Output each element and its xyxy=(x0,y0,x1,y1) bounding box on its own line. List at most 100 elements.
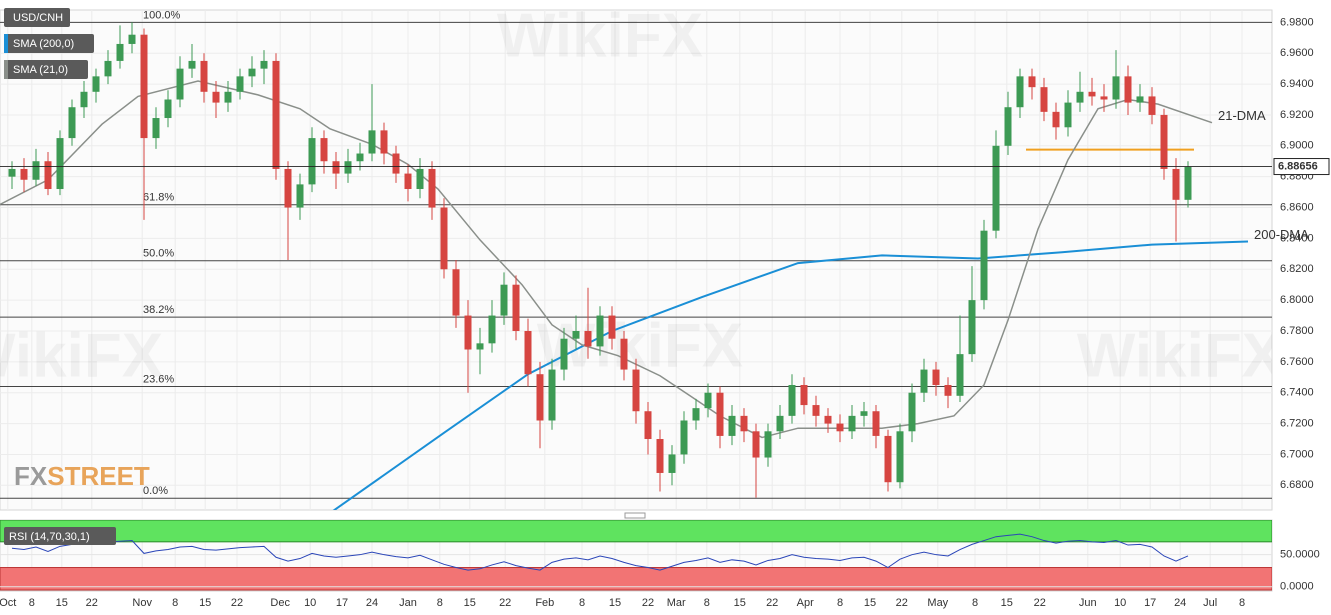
candle-body xyxy=(812,405,820,416)
x-tick-label: 24 xyxy=(1174,597,1186,609)
x-tick-label: 15 xyxy=(464,597,476,609)
candle-body xyxy=(668,454,676,473)
logo-part: STREET xyxy=(47,461,150,491)
candle-body xyxy=(428,168,436,208)
x-tick-label: Jun xyxy=(1079,597,1097,609)
legend-box xyxy=(4,60,88,79)
candle-body xyxy=(1172,168,1180,200)
candle-body xyxy=(80,91,88,108)
x-tick-label: 22 xyxy=(896,597,908,609)
candle-body xyxy=(488,315,496,344)
watermark: WikiFX xyxy=(1077,321,1283,390)
y-tick-label: 6.7400 xyxy=(1280,387,1314,399)
candle-body xyxy=(632,369,640,412)
candle-body xyxy=(260,60,268,69)
x-tick-label: 8 xyxy=(29,597,35,609)
logo-part: FX xyxy=(14,461,48,491)
y-tick-label: 6.9400 xyxy=(1280,78,1314,90)
candle-body xyxy=(968,300,976,355)
y-tick-label: 6.8600 xyxy=(1280,201,1314,213)
candle-body xyxy=(788,385,796,416)
candle-body xyxy=(992,145,1000,231)
candle-body xyxy=(1028,76,1036,88)
candle-body xyxy=(1088,91,1096,97)
candle-body xyxy=(332,161,340,174)
candle-body xyxy=(416,168,424,190)
x-tick-label: 8 xyxy=(437,597,443,609)
candle-body xyxy=(1184,166,1192,200)
x-tick-label: 8 xyxy=(172,597,178,609)
candle-body xyxy=(272,60,280,169)
candle-body xyxy=(692,408,700,421)
candle-body xyxy=(752,431,760,458)
rsi-tick-label: 0.0000 xyxy=(1280,581,1314,593)
x-tick-label: 10 xyxy=(304,597,316,609)
candle-body xyxy=(152,118,160,139)
y-tick-label: 6.6800 xyxy=(1280,479,1314,491)
candle-body xyxy=(956,354,964,396)
x-tick-label: Apr xyxy=(797,597,814,609)
candle-body xyxy=(1124,76,1132,103)
candle-body xyxy=(596,315,604,347)
y-tick-label: 6.9800 xyxy=(1280,16,1314,28)
candle-body xyxy=(1016,76,1024,108)
candle-body xyxy=(704,392,712,409)
x-tick-label: 22 xyxy=(86,597,98,609)
x-tick-label: 15 xyxy=(864,597,876,609)
legend-box xyxy=(4,8,70,27)
candle-body xyxy=(908,392,916,432)
candle-body xyxy=(464,315,472,350)
y-tick-label: 6.7200 xyxy=(1280,417,1314,429)
candle-body xyxy=(824,415,832,424)
candle-body xyxy=(164,99,172,119)
candle-body xyxy=(452,269,460,316)
candle-body xyxy=(740,415,748,432)
x-tick-label: 22 xyxy=(1034,597,1046,609)
candle-body xyxy=(1076,91,1084,103)
candle-body xyxy=(920,369,928,393)
candle-body xyxy=(644,411,652,440)
x-tick-label: Jan xyxy=(399,597,417,609)
candle-body xyxy=(1064,102,1072,128)
candle-body xyxy=(356,153,364,162)
candle-body xyxy=(500,284,508,316)
candle-body xyxy=(188,60,196,69)
candle-body xyxy=(404,173,412,190)
candle-body xyxy=(524,330,532,375)
x-tick-label: 10 xyxy=(1114,597,1126,609)
candle-body xyxy=(872,411,880,436)
candle-body xyxy=(548,369,556,421)
candle-body xyxy=(716,392,724,436)
y-tick-label: 6.9600 xyxy=(1280,47,1314,59)
candle-body xyxy=(1100,96,1108,100)
candle-body xyxy=(200,60,208,92)
candle-body xyxy=(320,138,328,162)
candle-body xyxy=(764,431,772,458)
candle-body xyxy=(656,439,664,473)
x-tick-label: 17 xyxy=(1144,597,1156,609)
x-tick-label: May xyxy=(927,597,948,609)
rsi-upper-band xyxy=(0,520,1272,543)
fib-label: 38.2% xyxy=(143,304,174,316)
candle-body xyxy=(1160,114,1168,169)
fib-label: 61.8% xyxy=(143,192,174,204)
y-tick-label: 6.8400 xyxy=(1280,232,1314,244)
candle-body xyxy=(476,343,484,350)
main-plot: WikiFX WikiFX WikiFX WikiFX 100.0% 61.8% 50.0%… xyxy=(0,10,1283,510)
candle-body xyxy=(800,385,808,406)
x-tick-label: 8 xyxy=(972,597,978,609)
rsi-title: RSI (14,70,30,1) xyxy=(9,531,90,543)
candle-body xyxy=(680,420,688,455)
x-tick-label: Feb xyxy=(535,597,554,609)
candle-body xyxy=(848,415,856,432)
legend-label: SMA (200,0) xyxy=(13,38,74,50)
watermark: WikiFX xyxy=(537,311,743,380)
candle-body xyxy=(140,34,148,139)
candle-body xyxy=(104,60,112,77)
candle-body xyxy=(944,385,952,396)
logo: FXSTREET xyxy=(14,461,150,491)
line-label: 21-DMA xyxy=(1218,108,1266,123)
candle-body xyxy=(344,161,352,174)
candle-body xyxy=(536,374,544,421)
